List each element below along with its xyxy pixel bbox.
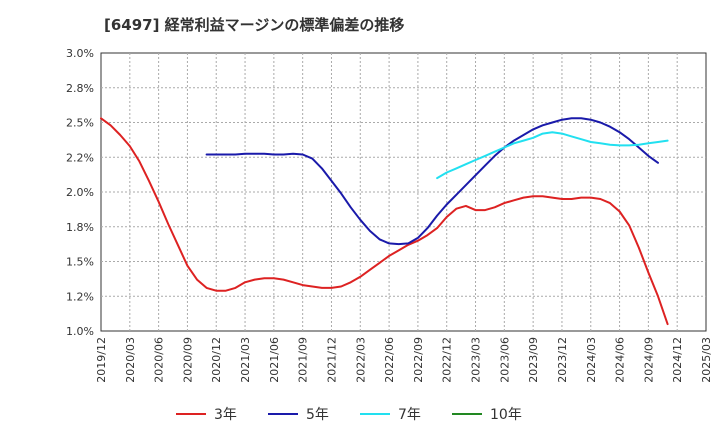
x-tick-label: 2023/06 — [498, 337, 511, 383]
y-tick-label: 2.2% — [66, 151, 94, 164]
y-tick-label: 1.0% — [66, 325, 94, 338]
legend-label: 5年 — [306, 407, 329, 423]
x-tick-label: 2020/06 — [153, 337, 166, 383]
x-tick-label: 2025/03 — [700, 337, 713, 383]
y-tick-label: 2.8% — [66, 82, 94, 95]
series-line-7年 — [436, 131, 669, 180]
x-tick-label: 2023/09 — [527, 337, 540, 383]
y-tick-layer: 3.0% 2.8% 2.5% 2.2% 2.0% 1.8% 1.5% 1.2% 1.0% — [66, 47, 94, 338]
x-tick-label: 2022/06 — [383, 337, 396, 383]
x-tick-label: 2021/12 — [325, 337, 338, 383]
grid-layer — [101, 53, 706, 331]
x-tick-label: 2021/09 — [297, 337, 310, 383]
y-tick-label: 3.0% — [66, 47, 94, 60]
x-tick-layer: 2019/12 2020/03 2020/06 2020/09 2020/12 2021/… — [95, 337, 713, 383]
y-tick-label: 1.5% — [66, 256, 94, 269]
plot-area — [100, 52, 707, 332]
y-tick-label: 1.8% — [66, 221, 94, 234]
legend: 3年 5年 7年 10年 — [176, 407, 522, 423]
x-tick-label: 2022/03 — [354, 337, 367, 383]
x-tick-label: 2024/09 — [642, 337, 655, 383]
legend-label: 3年 — [214, 407, 237, 423]
x-tick-label: 2021/06 — [268, 337, 281, 383]
x-tick-label: 2019/12 — [95, 337, 108, 383]
y-tick-label: 1.2% — [66, 290, 94, 303]
x-tick-label: 2020/12 — [210, 337, 223, 383]
series-layer — [100, 117, 669, 326]
x-tick-label: 2023/03 — [470, 337, 483, 383]
x-tick-label: 2022/09 — [412, 337, 425, 383]
x-tick-label: 2020/03 — [124, 337, 137, 383]
y-tick-label: 2.5% — [66, 117, 94, 130]
series-line-3年 — [100, 117, 669, 326]
chart-title: [6497] 経常利益マージンの標準偏差の推移 — [104, 16, 405, 34]
x-tick-label: 2024/03 — [585, 337, 598, 383]
x-tick-label: 2020/09 — [181, 337, 194, 383]
series-line-5年 — [205, 117, 659, 246]
legend-label: 10年 — [490, 407, 522, 423]
x-tick-label: 2024/12 — [671, 337, 684, 383]
x-tick-label: 2024/06 — [614, 337, 627, 383]
y-tick-label: 2.0% — [66, 186, 94, 199]
legend-label: 7年 — [398, 407, 421, 423]
x-tick-label: 2022/12 — [441, 337, 454, 383]
x-tick-label: 2023/12 — [556, 337, 569, 383]
x-tick-label: 2021/03 — [239, 337, 252, 383]
